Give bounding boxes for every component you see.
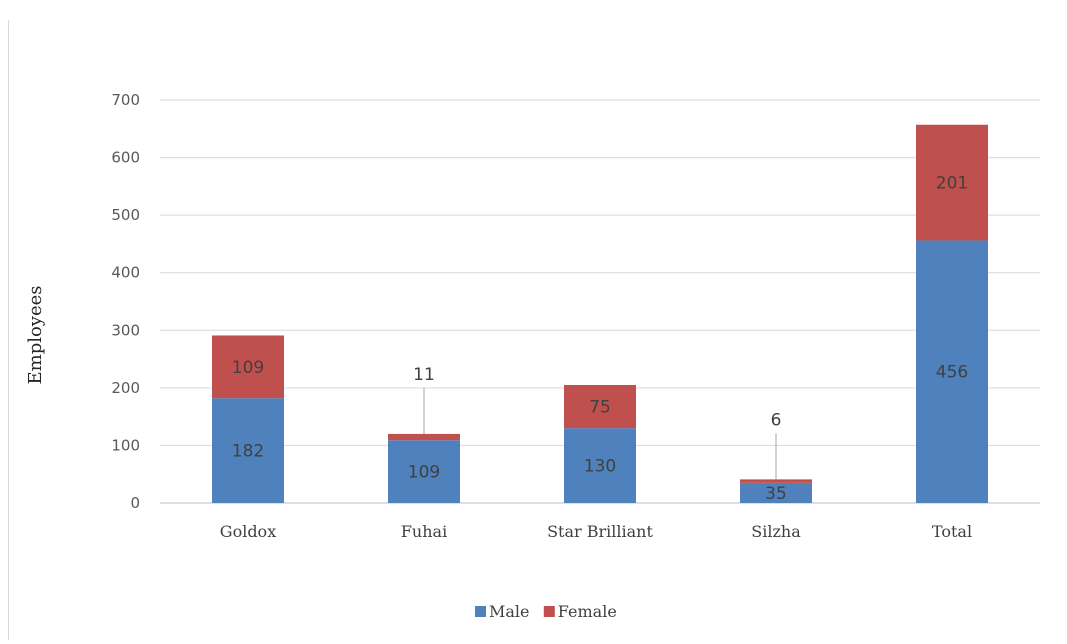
bar-male: [564, 428, 636, 503]
bar-female: [564, 384, 636, 429]
data-label: 6: [771, 410, 782, 430]
bars: [212, 124, 988, 503]
data-label: 109: [408, 463, 440, 483]
y-axis-ticks: 0 100 200 300 400 500 600 700: [111, 91, 140, 512]
bar-male: [212, 398, 284, 503]
legend-label: Female: [558, 602, 617, 621]
bar-female: [740, 479, 812, 483]
bar-female: [388, 433, 460, 441]
x-tick-label: Goldox: [220, 522, 276, 541]
data-label: 35: [765, 484, 787, 504]
bar-female: [916, 124, 988, 241]
x-tick-label: Total: [932, 522, 972, 541]
bar-male: [916, 240, 988, 503]
x-tick-label: Fuhai: [401, 522, 447, 541]
y-tick-label: 100: [111, 436, 140, 454]
left-divider: [8, 20, 9, 640]
data-label: 109: [232, 358, 264, 378]
bar-male: [740, 482, 812, 503]
legend-label: Male: [489, 602, 530, 621]
x-axis-ticks: Goldox Fuhai Star Brilliant Silzha Total: [220, 522, 972, 541]
y-tick-label: 600: [111, 149, 140, 167]
y-tick-label: 500: [111, 206, 140, 224]
legend: Male Female: [475, 602, 617, 621]
y-axis-label: Employees: [25, 285, 46, 384]
y-tick-label: 400: [111, 264, 140, 282]
data-label: 11: [413, 365, 435, 385]
bar-male: [388, 440, 460, 503]
y-tick-label: 700: [111, 91, 140, 109]
y-tick-label: 0: [130, 494, 140, 512]
y-tick-label: 300: [111, 321, 140, 339]
legend-swatch: [475, 606, 486, 617]
gridlines: [160, 99, 1040, 504]
data-label: 75: [589, 398, 611, 418]
data-label: 456: [936, 363, 968, 383]
x-tick-label: Star Brilliant: [547, 522, 653, 541]
bar-female: [212, 335, 284, 399]
data-label: 130: [584, 457, 616, 477]
data-label: 182: [232, 442, 264, 462]
legend-swatch: [543, 606, 555, 617]
y-tick-label: 200: [111, 379, 140, 397]
data-labels: 182 109 109 11 130 75 35 6 456 201: [232, 174, 968, 504]
x-tick-label: Silzha: [751, 522, 801, 541]
data-label: 201: [936, 174, 968, 194]
